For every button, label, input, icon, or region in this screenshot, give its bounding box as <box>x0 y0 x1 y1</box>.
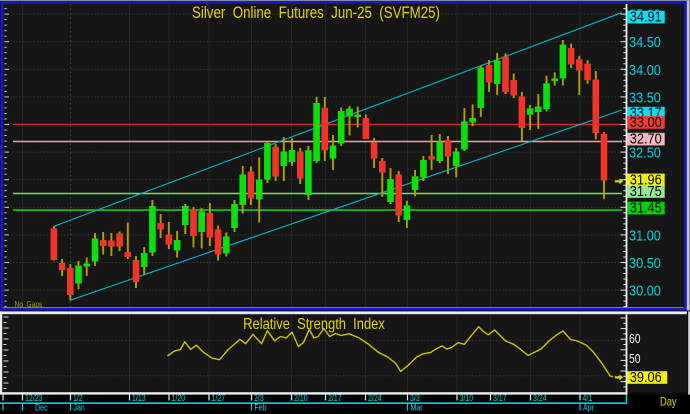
svg-text:3/24: 3/24 <box>533 393 547 403</box>
svg-text:39.06: 39.06 <box>630 369 662 385</box>
svg-text:3/3: 3/3 <box>410 393 420 403</box>
svg-text:2/24: 2/24 <box>368 393 382 403</box>
svg-text:31.75: 31.75 <box>630 183 662 199</box>
svg-text:34.00: 34.00 <box>629 62 661 78</box>
svg-text:31.96: 31.96 <box>630 172 662 188</box>
svg-text:33.00: 33.00 <box>630 114 662 130</box>
svg-text:1/13: 1/13 <box>132 393 146 403</box>
svg-text:30.50: 30.50 <box>629 255 661 271</box>
svg-text:1/20: 1/20 <box>172 393 186 403</box>
svg-text:30.00: 30.00 <box>629 283 661 299</box>
svg-text:Apr: Apr <box>583 403 594 413</box>
svg-text:60: 60 <box>629 332 641 346</box>
svg-text:Day: Day <box>660 397 677 409</box>
svg-text:Relative Strength Index: Relative Strength Index <box>243 316 385 334</box>
svg-text:32.70: 32.70 <box>630 131 662 147</box>
svg-text:Jan: Jan <box>74 403 85 413</box>
svg-text:Dec: Dec <box>35 403 47 413</box>
svg-text:34.50: 34.50 <box>629 34 661 50</box>
svg-text:Silver Online Futures Jun-2: Silver Online Futures Jun-25 (SVFM25) <box>192 4 440 23</box>
svg-text:3/10: 3/10 <box>460 393 474 403</box>
svg-text:Feb: Feb <box>255 403 268 413</box>
svg-text:2/17: 2/17 <box>328 393 342 403</box>
svg-text:1/27: 1/27 <box>212 393 226 403</box>
svg-text:31.00: 31.00 <box>629 228 661 244</box>
svg-text:31.45: 31.45 <box>630 200 662 216</box>
svg-text:Mar: Mar <box>411 403 423 413</box>
svg-text:12/23: 12/23 <box>25 393 43 403</box>
svg-text:34.91: 34.91 <box>630 9 662 25</box>
svg-text:2/10: 2/10 <box>294 393 308 403</box>
svg-text:33.50: 33.50 <box>629 90 661 106</box>
svg-text:32.50: 32.50 <box>629 145 661 161</box>
svg-text:2/3: 2/3 <box>254 393 264 403</box>
svg-text:3/17: 3/17 <box>493 393 507 403</box>
svg-text:50: 50 <box>629 352 641 366</box>
svg-text:4/1: 4/1 <box>583 393 593 403</box>
svg-text:1/2: 1/2 <box>73 393 83 403</box>
svg-text:No Gaps: No Gaps <box>15 299 43 309</box>
